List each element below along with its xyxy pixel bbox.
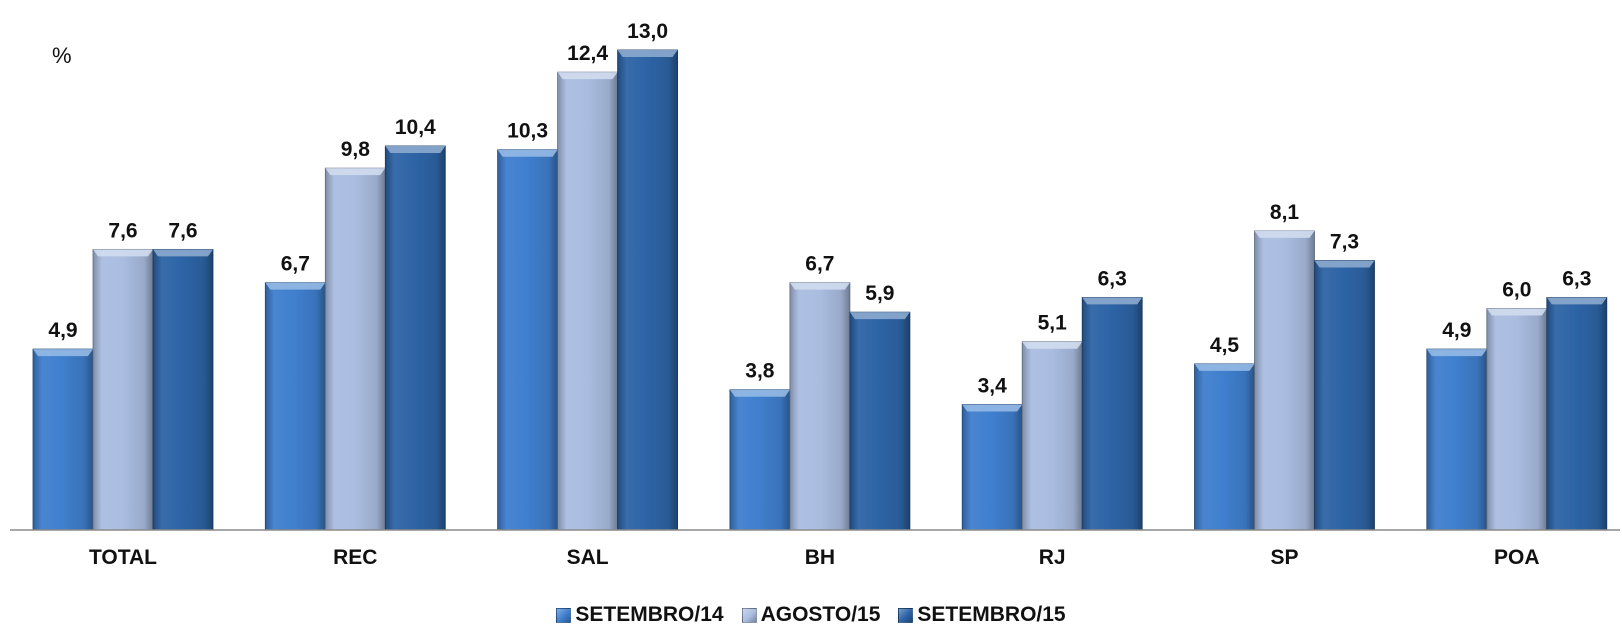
category-label-total: TOTAL: [89, 546, 157, 569]
bar-top-bevel-rec-0: [265, 282, 326, 290]
bar-sp-2: [1314, 260, 1375, 531]
bar-sal-2: [617, 49, 678, 531]
bar-top-bevel-rj-1: [1022, 341, 1083, 349]
bar-top-bevel-sp-2: [1314, 260, 1375, 268]
value-label-bh-1: 6,7: [805, 253, 834, 276]
value-label-rec-2: 10,4: [395, 116, 436, 139]
bar-bh-0: [729, 389, 791, 531]
bar-rj-2: [1081, 296, 1143, 531]
category-label-poa: POA: [1494, 546, 1540, 569]
legend-item: SETEMBRO/15: [898, 603, 1066, 627]
bar-sal-1: [557, 71, 618, 531]
bar-rec-2: [384, 145, 446, 531]
bar-bh-1: [789, 282, 851, 531]
bar-top-bevel-rec-2: [385, 146, 446, 153]
bar-top-bevel-poa-0: [1426, 349, 1487, 357]
bar-top-bevel-poa-1: [1486, 308, 1547, 316]
value-label-total-2: 7,6: [168, 219, 197, 242]
value-label-rj-1: 5,1: [1038, 312, 1068, 335]
legend-item: AGOSTO/15: [741, 603, 881, 627]
unit-label: %: [52, 43, 72, 68]
bar-total-2: [152, 248, 214, 531]
bar-top-bevel-bh-0: [729, 389, 790, 397]
value-label-rec-1: 9,8: [341, 138, 371, 161]
bar-bh-2: [849, 311, 911, 531]
value-label-poa-2: 6,3: [1562, 267, 1591, 290]
value-label-poa-1: 6,0: [1502, 278, 1531, 301]
value-label-poa-0: 4,9: [1442, 319, 1471, 342]
value-label-rec-0: 6,7: [281, 253, 310, 276]
bar-total-1: [92, 248, 154, 531]
legend-item: SETEMBRO/14: [556, 603, 724, 627]
bar-top-bevel-total-1: [93, 249, 153, 257]
bar-top-bevel-total-0: [33, 349, 93, 357]
bar-top-bevel-rec-1: [325, 168, 386, 176]
legend-label: SETEMBRO/15: [917, 603, 1066, 626]
value-label-rj-0: 3,4: [978, 374, 1008, 397]
legend-swatch: [741, 607, 757, 623]
bar-top-bevel-sal-1: [557, 72, 618, 80]
legend-swatch: [556, 607, 572, 623]
bar-top-bevel-sp-1: [1254, 230, 1315, 238]
legend-swatch: [898, 607, 914, 623]
bars-layer: [32, 49, 1608, 531]
category-label-rj: RJ: [1039, 546, 1066, 569]
bar-top-bevel-bh-1: [789, 282, 850, 290]
bar-top-bevel-rj-2: [1082, 297, 1143, 305]
category-label-sp: SP: [1270, 546, 1298, 569]
bar-poa-2: [1546, 296, 1608, 531]
category-label-sal: SAL: [567, 546, 609, 569]
bar-rec-0: [264, 282, 326, 531]
bar-rj-1: [1021, 341, 1083, 531]
bar-top-bevel-total-2: [153, 249, 213, 257]
value-label-sal-1: 12,4: [567, 42, 608, 65]
value-label-bh-2: 5,9: [865, 282, 894, 305]
bar-top-bevel-sal-0: [497, 149, 558, 157]
value-label-total-1: 7,6: [108, 219, 137, 242]
value-label-bh-0: 3,8: [745, 360, 775, 383]
value-label-sp-2: 7,3: [1330, 230, 1359, 253]
labels-layer: 4,9 7,6 7,6 TOTAL 6,7 9,8 10,4 REC 10,3 12,4 13,0 S…: [48, 20, 1591, 569]
value-label-sp-0: 4,5: [1210, 334, 1240, 357]
legend-label: SETEMBRO/14: [575, 603, 724, 626]
bar-poa-1: [1486, 308, 1548, 531]
category-label-bh: BH: [805, 546, 835, 569]
bar-top-bevel-poa-2: [1546, 297, 1607, 305]
legend-label: AGOSTO/15: [760, 603, 881, 626]
value-label-sp-1: 8,1: [1270, 201, 1300, 224]
bar-sp-1: [1254, 230, 1315, 531]
bar-total-0: [32, 348, 94, 531]
bar-sal-0: [497, 149, 559, 531]
bar-rj-0: [961, 404, 1023, 531]
value-label-sal-0: 10,3: [507, 120, 548, 143]
bar-top-bevel-rj-0: [962, 404, 1023, 412]
bar-poa-0: [1426, 348, 1488, 531]
legend: SETEMBRO/14 AGOSTO/15 SETEMBRO/15: [0, 603, 1622, 627]
category-label-rec: REC: [333, 546, 377, 569]
bar-top-bevel-bh-2: [849, 312, 910, 320]
value-label-total-0: 4,9: [48, 319, 77, 342]
value-label-rj-2: 6,3: [1098, 267, 1127, 290]
bar-top-bevel-sal-2: [617, 50, 678, 57]
value-label-sal-2: 13,0: [627, 20, 668, 43]
bar-top-bevel-sp-0: [1194, 363, 1255, 371]
bar-rec-1: [324, 167, 386, 531]
bar-sp-0: [1194, 363, 1255, 531]
